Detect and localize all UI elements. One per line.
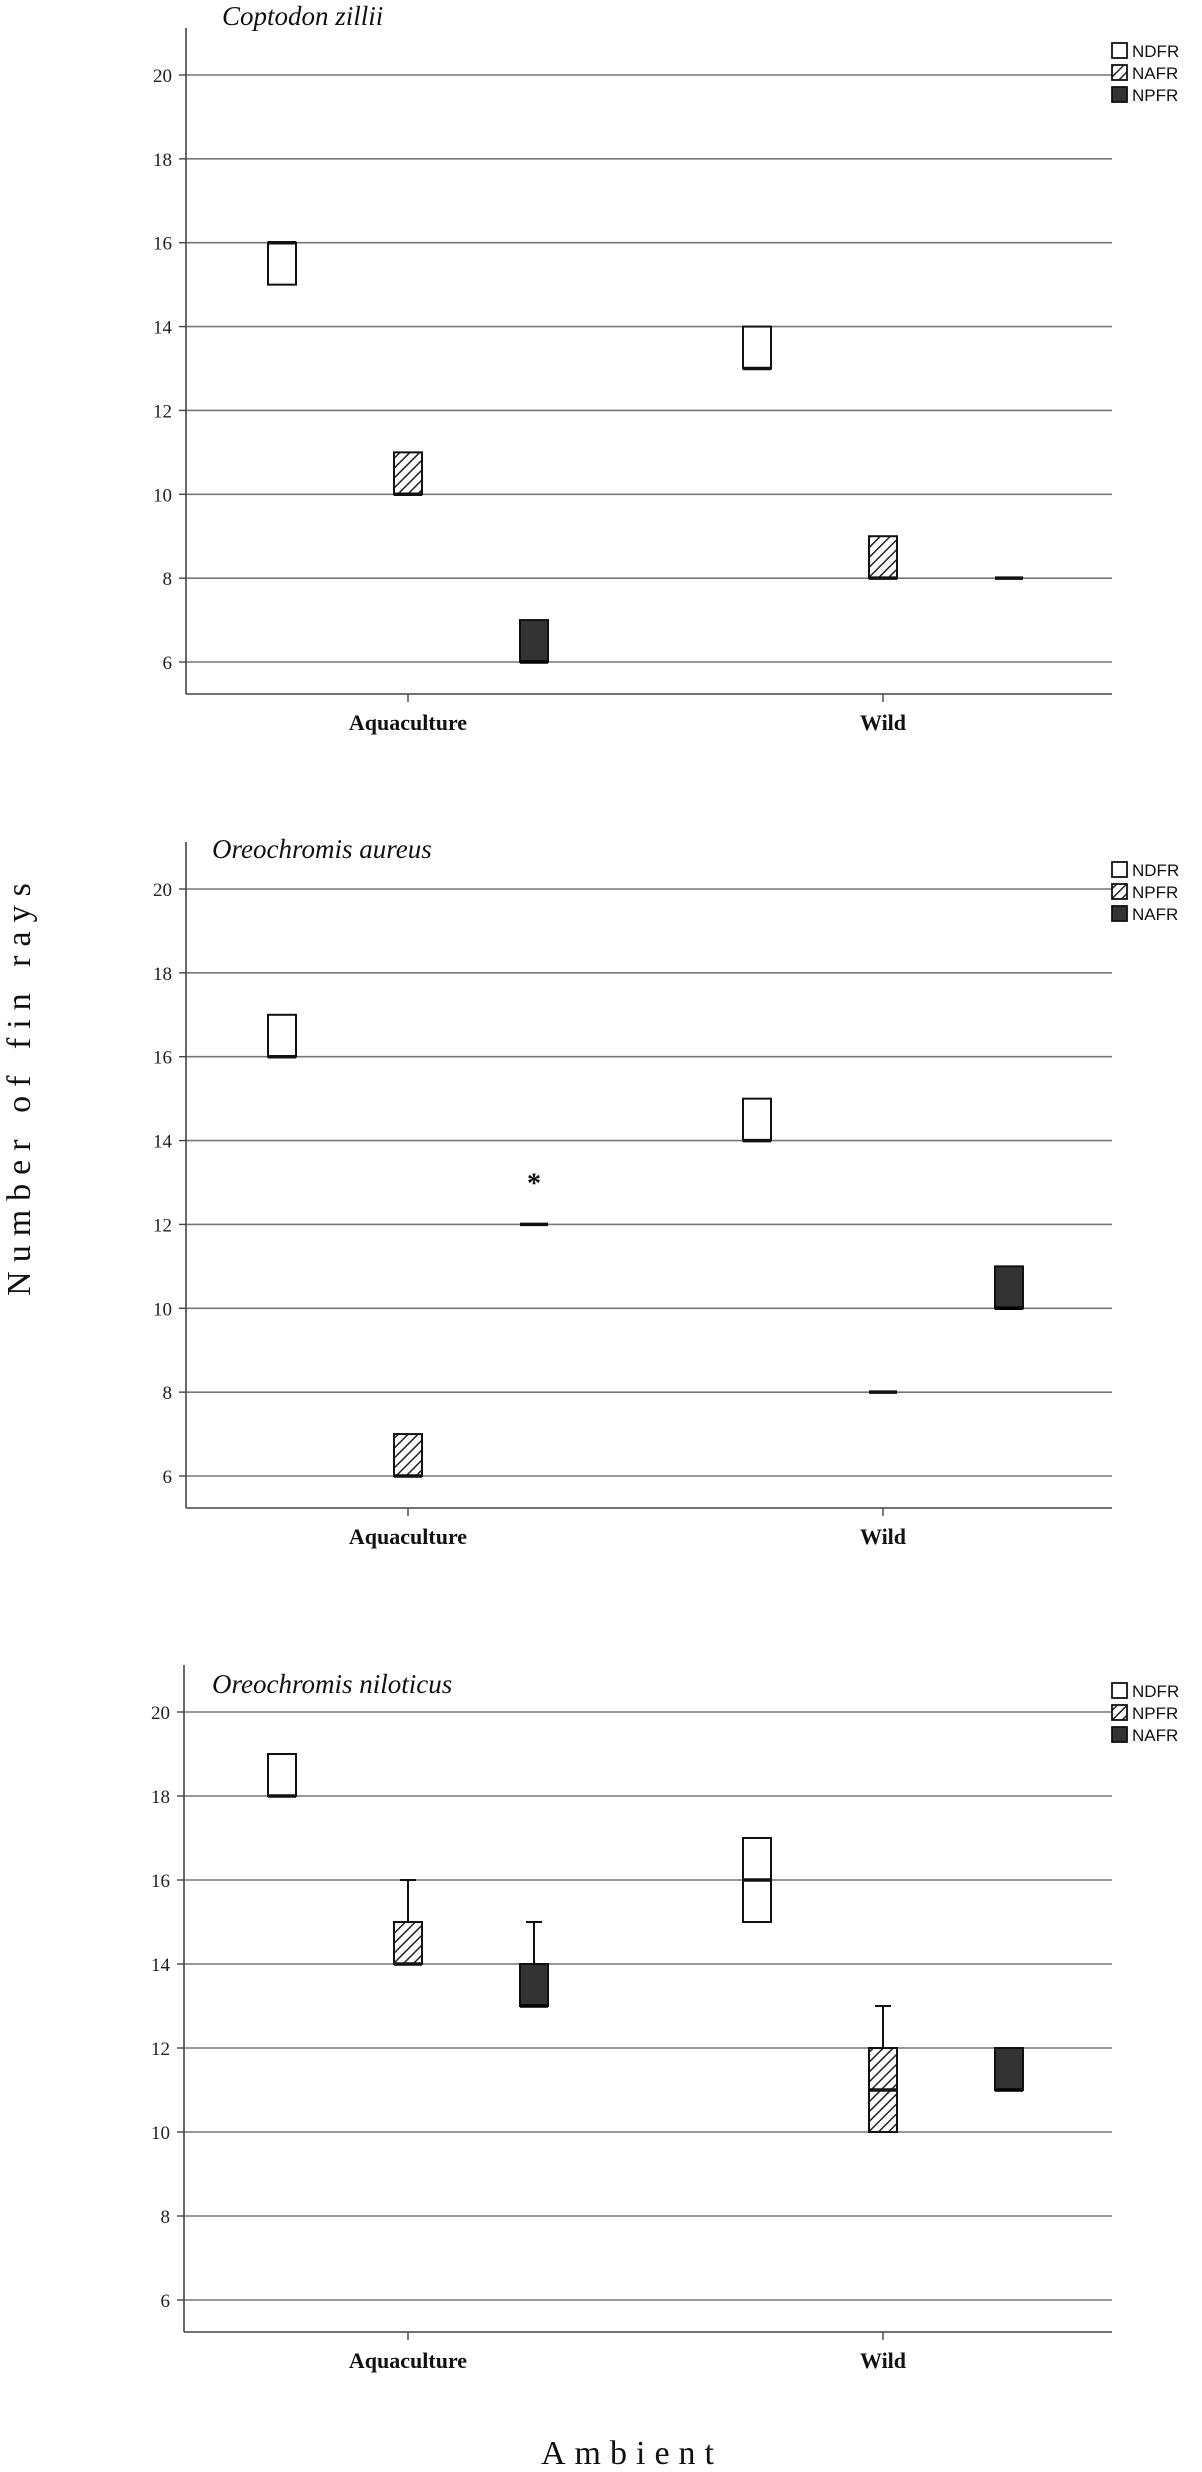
box-ndfr: [267, 1753, 297, 1797]
box-npfr: [393, 1921, 423, 1965]
y-tick-label: 16: [153, 1048, 172, 1069]
legend-label: NPFR: [1132, 86, 1178, 105]
legend-swatch: [1111, 42, 1128, 59]
y-tick-label: 18: [153, 150, 172, 171]
legend-swatch: [1111, 861, 1128, 878]
y-tick-label: 8: [163, 569, 173, 590]
legend-label: NAFR: [1132, 64, 1178, 83]
panel-title: Oreochromis aureus: [212, 834, 432, 864]
x-tick-label: Wild: [860, 1524, 906, 1549]
y-tick-label: 14: [153, 318, 173, 339]
legend-label: NAFR: [1132, 1726, 1178, 1745]
y-tick-label: 20: [151, 1703, 170, 1724]
chart-panel-2: 6 8 10 12 14 16 18 20 Aquaculture Wild Oreochromis…: [153, 834, 1179, 1549]
y-tick-label: 10: [151, 2123, 170, 2144]
y-tick-label: 12: [153, 1215, 172, 1236]
legend-swatch: [1111, 905, 1128, 922]
legend-swatch: [1111, 86, 1128, 103]
chart-panel-3: 6 8 10 12 14 16 18 20 Aquaculture Wild Oreochromis…: [151, 1665, 1179, 2373]
legend-label: NPFR: [1132, 1704, 1178, 1723]
y-tick-label: 6: [161, 2291, 171, 2312]
legend-swatch: [1111, 64, 1128, 81]
legend-label: NDFR: [1132, 42, 1179, 61]
box-nafr: [994, 2047, 1024, 2091]
y-tick-label: 10: [153, 485, 172, 506]
box-nafr: [868, 535, 898, 580]
legend-swatch: [1111, 1726, 1128, 1743]
outlier-marker: *: [527, 1169, 541, 1200]
y-tick-label: 20: [153, 66, 172, 87]
x-tick-label: Aquaculture: [349, 710, 467, 735]
y-tick-label: 14: [151, 1955, 171, 1976]
y-tick-label: 6: [163, 653, 173, 674]
legend-label: NDFR: [1132, 861, 1179, 880]
legend-swatch: [1111, 1682, 1128, 1699]
chart-panel-1: 6 8 10 12 14 16 18 20 Aquaculture Wild Coptodon zi…: [153, 1, 1179, 735]
box-npfr: [519, 619, 549, 663]
x-tick-label: Wild: [860, 2348, 906, 2373]
y-tick-label: 18: [151, 1787, 170, 1808]
box-npfr: [393, 1433, 423, 1477]
y-tick-label: 14: [153, 1132, 173, 1153]
panel-title: Oreochromis niloticus: [212, 1669, 452, 1699]
y-tick-label: 12: [151, 2039, 170, 2060]
x-tick-label: Aquaculture: [349, 2348, 467, 2373]
y-axis-label: Number of fin rays: [1, 874, 38, 1296]
y-tick-label: 16: [151, 1871, 170, 1892]
box-nafr: [519, 1963, 549, 2007]
legend-swatch: [1111, 1704, 1128, 1721]
box-ndfr: [742, 325, 772, 370]
y-tick-label: 8: [161, 2207, 171, 2228]
x-tick-label: Wild: [860, 710, 906, 735]
x-tick-label: Aquaculture: [349, 1524, 467, 1549]
y-tick-label: 16: [153, 234, 172, 255]
legend-label: NDFR: [1132, 1682, 1179, 1701]
legend-label: NPFR: [1132, 883, 1178, 902]
x-axis-label: Ambient: [541, 2435, 723, 2472]
y-tick-label: 18: [153, 964, 172, 985]
y-tick-label: 12: [153, 401, 172, 422]
y-tick-label: 6: [163, 1467, 173, 1488]
box-ndfr: [267, 1013, 297, 1058]
y-tick-label: 10: [153, 1299, 172, 1320]
box-ndfr: [742, 1097, 772, 1142]
legend-label: NAFR: [1132, 905, 1178, 924]
y-tick-label: 20: [153, 880, 172, 901]
box-nafr: [393, 451, 423, 496]
panel-title: Coptodon zillii: [222, 1, 383, 31]
box-ndfr: [267, 241, 297, 286]
box-nafr: [994, 1265, 1024, 1310]
y-tick-label: 8: [163, 1383, 173, 1404]
legend-swatch: [1111, 883, 1128, 900]
